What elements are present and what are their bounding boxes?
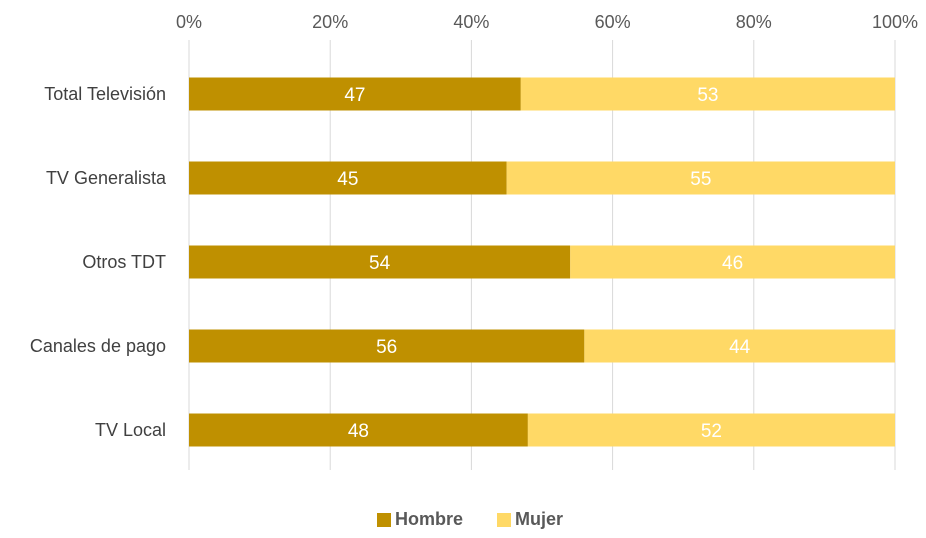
bar-segment-mujer: [506, 161, 895, 195]
data-label: 45: [337, 169, 358, 190]
data-label: 47: [344, 85, 365, 106]
category-label: TV Local: [95, 420, 166, 440]
data-label: 55: [690, 169, 711, 190]
legend: Hombre Mujer: [377, 509, 563, 529]
x-tick-label: 80%: [736, 12, 772, 32]
category-label: TV Generalista: [46, 168, 167, 188]
category-labels: Total Televisión TV Generalista Otros TDT C…: [30, 84, 167, 440]
bar-segment-mujer: [520, 77, 895, 111]
legend-label-mujer: Mujer: [515, 509, 563, 529]
bar-segment-mujer: [570, 245, 895, 279]
bar-segment-hombre: [189, 77, 521, 111]
x-tick-label: 20%: [312, 12, 348, 32]
bars: [189, 77, 895, 447]
category-label: Canales de pago: [30, 336, 166, 356]
bar-segment-mujer: [584, 329, 895, 363]
x-axis-tick-labels: 0% 20% 40% 60% 80% 100%: [176, 12, 918, 32]
x-tick-label: 100%: [872, 12, 918, 32]
data-label: 46: [722, 253, 743, 274]
data-label: 54: [369, 253, 391, 274]
bar-segment-hombre: [189, 245, 571, 279]
bar-segment-mujer: [527, 413, 895, 447]
bar-segment-hombre: [189, 161, 507, 195]
data-label: 53: [697, 85, 718, 106]
bar-segment-hombre: [189, 413, 528, 447]
legend-label-hombre: Hombre: [395, 509, 463, 529]
category-label: Total Televisión: [44, 84, 166, 104]
x-tick-label: 40%: [453, 12, 489, 32]
data-label: 56: [376, 337, 397, 358]
data-label: 48: [348, 421, 369, 442]
legend-swatch-mujer: [497, 513, 511, 527]
bar-segment-hombre: [189, 329, 585, 363]
x-tick-label: 0%: [176, 12, 202, 32]
data-label: 44: [729, 337, 751, 358]
legend-swatch-hombre: [377, 513, 391, 527]
x-tick-label: 60%: [595, 12, 631, 32]
category-label: Otros TDT: [82, 252, 166, 272]
data-label: 52: [701, 421, 722, 442]
data-labels: 47 53 45 55 54 46 56 44 48 52: [337, 85, 750, 442]
